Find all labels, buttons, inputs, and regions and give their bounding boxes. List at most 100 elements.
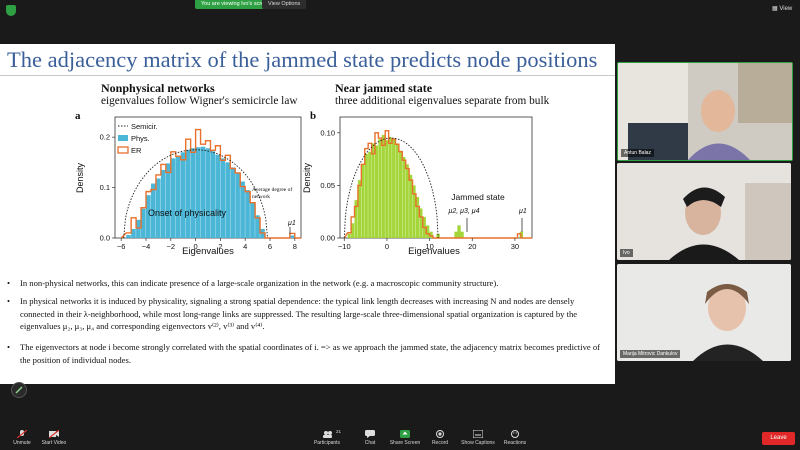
participant-name: Marija Mitrovic Dankulov <box>620 350 681 358</box>
y-tick-label: 0.2 <box>100 133 110 142</box>
show-captions-button[interactable]: Show Captions <box>458 430 498 446</box>
phys-bar <box>392 139 396 238</box>
record-icon <box>436 430 444 438</box>
video-tile-ivo[interactable]: Ivo <box>617 163 791 260</box>
shared-slide: The adjacency matrix of the jammed state… <box>0 44 615 384</box>
chart-b-er <box>343 129 532 239</box>
y-tick-label: 0.1 <box>100 183 110 192</box>
phys-bar <box>150 183 156 238</box>
view-label: View <box>779 6 793 12</box>
chat-label: Chat <box>364 440 376 446</box>
bullet-dot: • <box>7 342 11 352</box>
phys-bar <box>351 223 355 238</box>
chart-a: −6 −4 −2 0 2 4 6 8 0.0 0.1 0.2 Eigenvalues Densit… <box>75 116 302 257</box>
chart-b-mu1: μ1 <box>518 208 527 215</box>
participant-name: Antun Balaz <box>621 149 654 157</box>
participants-button[interactable]: Participants <box>307 430 347 446</box>
phys-bar <box>371 143 375 238</box>
participants-icon <box>323 431 332 438</box>
reactions-icon <box>511 430 519 438</box>
chart-a-degree-annotation-box: Average degree of network <box>252 187 292 200</box>
phys-bar <box>374 145 379 238</box>
phys-bar <box>190 148 196 238</box>
phys-bar <box>250 202 255 238</box>
reactions-label: Reactions <box>503 440 527 446</box>
reactions-button[interactable]: Reactions <box>495 430 535 446</box>
phys-bar <box>378 139 382 238</box>
unmute-button[interactable]: Unmute <box>2 430 42 446</box>
panel-letter-b: b <box>310 110 317 122</box>
bullet-1: • In non-physical networks, this can ind… <box>7 277 605 290</box>
title-divider <box>0 75 615 76</box>
video-antun-scene <box>618 63 792 160</box>
bullet-dot: • <box>7 296 11 306</box>
annotate-pen-icon[interactable] <box>11 382 27 398</box>
record-label: Record <box>431 440 449 446</box>
video-tile-marija[interactable]: Marija Mitrovic Dankulov <box>617 264 791 361</box>
video-muted-icon <box>49 430 59 438</box>
phys-bar <box>165 163 171 238</box>
phys-bar <box>429 231 433 238</box>
phys-bar <box>210 151 216 238</box>
legend-phys-marker <box>118 135 128 141</box>
chart-a-bars <box>126 146 295 238</box>
record-button[interactable]: Record <box>420 430 460 446</box>
participant-name: Ivo <box>620 249 633 257</box>
chart-a-yticks: 0.0 0.1 0.2 <box>100 133 115 243</box>
phys-bar <box>215 154 221 238</box>
phys-bar <box>395 143 399 238</box>
er-outline <box>120 128 301 239</box>
chart-a-center-annotation: Onset of physicality <box>148 208 227 218</box>
phys-bar <box>195 147 201 238</box>
shield-icon[interactable] <box>6 5 16 16</box>
right-subtitle: three additional eigenvalues separate fr… <box>335 95 550 107</box>
phys-bar <box>385 140 389 238</box>
legend-er-label: ER <box>131 146 142 155</box>
legend-semicircle-label: Semicir. <box>131 122 158 131</box>
phys-bar <box>419 208 423 238</box>
phys-bar <box>235 173 240 238</box>
leave-button[interactable]: Leave <box>762 432 795 445</box>
phys-bar <box>146 195 151 238</box>
x-tick-label: −10 <box>338 242 351 251</box>
x-tick-label: −2 <box>167 242 176 251</box>
phys-outlier-bar <box>436 233 440 238</box>
top-bar <box>0 0 800 22</box>
video-tile-antun[interactable]: Antun Balaz <box>617 62 793 161</box>
show-captions-label: Show Captions <box>461 440 495 446</box>
phys-bar <box>426 225 430 238</box>
chat-button[interactable]: Chat <box>350 430 390 446</box>
chart-a-ylabel: Density <box>75 162 85 193</box>
phys-bar <box>381 134 385 238</box>
chart-b-xticks: −10 0 10 20 30 <box>338 238 519 251</box>
phys-bar <box>347 233 351 238</box>
x-tick-label: 20 <box>468 242 476 251</box>
start-video-label: Start Video <box>41 440 67 446</box>
chart-a-er <box>120 128 301 239</box>
chart-b-bars <box>347 134 524 238</box>
chart-b-xlabel: Eigenvalues <box>408 246 460 257</box>
bullet-3: • The eigenvectors at node i become stro… <box>7 341 605 366</box>
x-tick-label: 2 <box>218 242 222 251</box>
phys-bar <box>170 158 176 238</box>
x-tick-label: 0 <box>194 242 198 251</box>
view-button[interactable]: ▦ View <box>772 6 793 12</box>
phys-outlier-bar <box>460 231 464 238</box>
start-video-button[interactable]: Start Video <box>34 430 74 446</box>
y-tick-label: 0.10 <box>320 128 335 137</box>
chat-icon <box>365 430 375 438</box>
chart-b-jammed-annotation: Jammed state <box>451 192 505 202</box>
chart-b-yticks: 0.00 0.05 0.10 <box>320 128 340 243</box>
phys-bar <box>398 150 402 238</box>
view-options-button[interactable]: View Options <box>262 0 307 9</box>
bullet-2: • In physical networks it is induced by … <box>7 295 605 333</box>
phys-bar <box>364 153 368 238</box>
chart-b: −10 0 10 20 30 0.00 0.05 0.10 Eigenvalues Dens… <box>302 116 533 257</box>
phys-bar <box>245 190 250 238</box>
phys-bar <box>354 200 358 238</box>
y-tick-label: 0.0 <box>100 234 110 243</box>
phys-bar <box>255 215 260 238</box>
phys-outlier-bar <box>454 231 458 238</box>
share-screen-button[interactable]: Share Screen <box>385 430 425 446</box>
x-tick-label: −4 <box>142 242 151 251</box>
